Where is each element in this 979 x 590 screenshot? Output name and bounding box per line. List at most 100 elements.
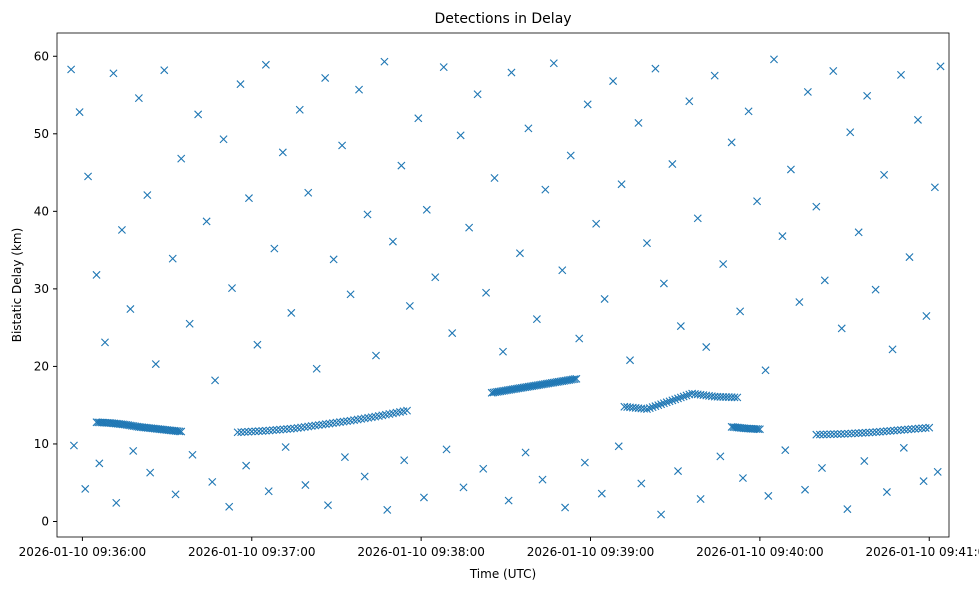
- scatter-point: [600, 294, 609, 303]
- track-point: [237, 428, 246, 437]
- scatter-point: [312, 364, 321, 373]
- x-tick-label: 2026-01-10 09:39:00: [527, 545, 654, 559]
- scatter-point: [185, 319, 194, 328]
- scatter-point: [795, 298, 804, 307]
- track-point: [889, 426, 898, 435]
- scatter-point: [188, 450, 197, 459]
- data-marks: [67, 55, 945, 519]
- scatter-point: [304, 188, 313, 197]
- scatter-point: [340, 453, 349, 462]
- scatter-point: [674, 467, 683, 476]
- track-point: [925, 423, 934, 432]
- track-point: [297, 423, 306, 432]
- track-point: [403, 406, 412, 415]
- track-point: [679, 392, 688, 401]
- scatter-point: [846, 128, 855, 137]
- scatter-point: [69, 441, 78, 450]
- track-point: [671, 395, 680, 404]
- scatter-point: [882, 488, 891, 497]
- y-tick-label: 40: [34, 204, 49, 218]
- scatter-point: [202, 217, 211, 226]
- scatter-point: [899, 443, 908, 452]
- x-tick-label: 2026-01-10 09:36:00: [19, 545, 146, 559]
- track-point: [875, 427, 884, 436]
- scatter-point: [634, 118, 643, 127]
- scatter-point: [383, 505, 392, 514]
- track-point: [321, 420, 330, 429]
- track-point: [300, 423, 309, 431]
- scatter-point: [100, 338, 109, 347]
- scatter-point: [880, 170, 889, 179]
- scatter-point: [786, 165, 795, 174]
- scatter-point: [363, 210, 372, 219]
- scatter-point: [558, 266, 567, 275]
- track-point: [847, 429, 856, 438]
- track-point: [879, 427, 888, 436]
- x-tick-label: 2026-01-10 09:38:00: [357, 545, 484, 559]
- track-point: [335, 418, 344, 427]
- scatter-point: [676, 322, 685, 331]
- track-point: [648, 403, 657, 412]
- track-point: [812, 430, 821, 439]
- track-point: [279, 425, 288, 434]
- scatter-point: [431, 273, 440, 282]
- scatter-point: [126, 305, 135, 314]
- scatter-point: [397, 161, 406, 170]
- scatter-point: [801, 485, 810, 494]
- scatter-point: [479, 464, 488, 473]
- track-point: [314, 421, 323, 430]
- scatter-point: [930, 183, 939, 192]
- x-tick-label: 2026-01-10 09:40:00: [696, 545, 823, 559]
- scatter-point: [659, 279, 668, 288]
- scatter-point: [219, 135, 228, 144]
- track-point: [868, 428, 877, 437]
- scatter-point: [769, 55, 778, 64]
- scatter-point: [541, 185, 550, 194]
- scatter-point: [532, 315, 541, 324]
- track-point: [339, 417, 348, 426]
- scatter-point: [109, 69, 118, 78]
- scatter-point: [727, 138, 736, 147]
- track-point: [177, 427, 186, 436]
- scatter-point: [764, 491, 773, 500]
- track-point: [254, 427, 263, 436]
- scatter-point: [388, 237, 397, 246]
- scatter-point: [301, 481, 310, 490]
- track-point: [893, 426, 902, 435]
- scatter-point: [614, 442, 623, 451]
- track-point: [674, 394, 683, 403]
- scatter-point: [744, 107, 753, 116]
- scatter-point: [490, 174, 499, 182]
- track-point: [261, 426, 270, 435]
- scatter-point: [278, 148, 287, 157]
- track-point: [819, 430, 828, 439]
- x-tick-label: 2026-01-10 09:37:00: [188, 545, 315, 559]
- scatter-point: [716, 452, 725, 461]
- scatter-point: [863, 91, 872, 100]
- scatter-point: [820, 276, 829, 285]
- scatter-point: [459, 483, 468, 492]
- track-point: [645, 404, 654, 413]
- scatter-point: [507, 68, 516, 77]
- scatter-point: [75, 108, 84, 117]
- track-point: [247, 427, 256, 436]
- track-point: [173, 427, 182, 436]
- track-point: [258, 426, 267, 435]
- y-tick-label: 20: [34, 359, 49, 373]
- track-point: [665, 397, 674, 406]
- scatter-point: [81, 484, 90, 493]
- scatter-point: [151, 360, 160, 369]
- scatter-point: [817, 464, 826, 472]
- scatter-point: [129, 446, 138, 455]
- scatter-point: [456, 131, 465, 140]
- scatter-point: [95, 459, 104, 468]
- track-point: [311, 421, 320, 430]
- scatter-point: [504, 496, 513, 505]
- scatter-point: [146, 468, 155, 477]
- track-point: [659, 399, 668, 408]
- scatter-point: [442, 445, 451, 454]
- y-tick-label: 50: [34, 127, 49, 141]
- scatter-point: [837, 324, 846, 333]
- track-point: [244, 427, 253, 436]
